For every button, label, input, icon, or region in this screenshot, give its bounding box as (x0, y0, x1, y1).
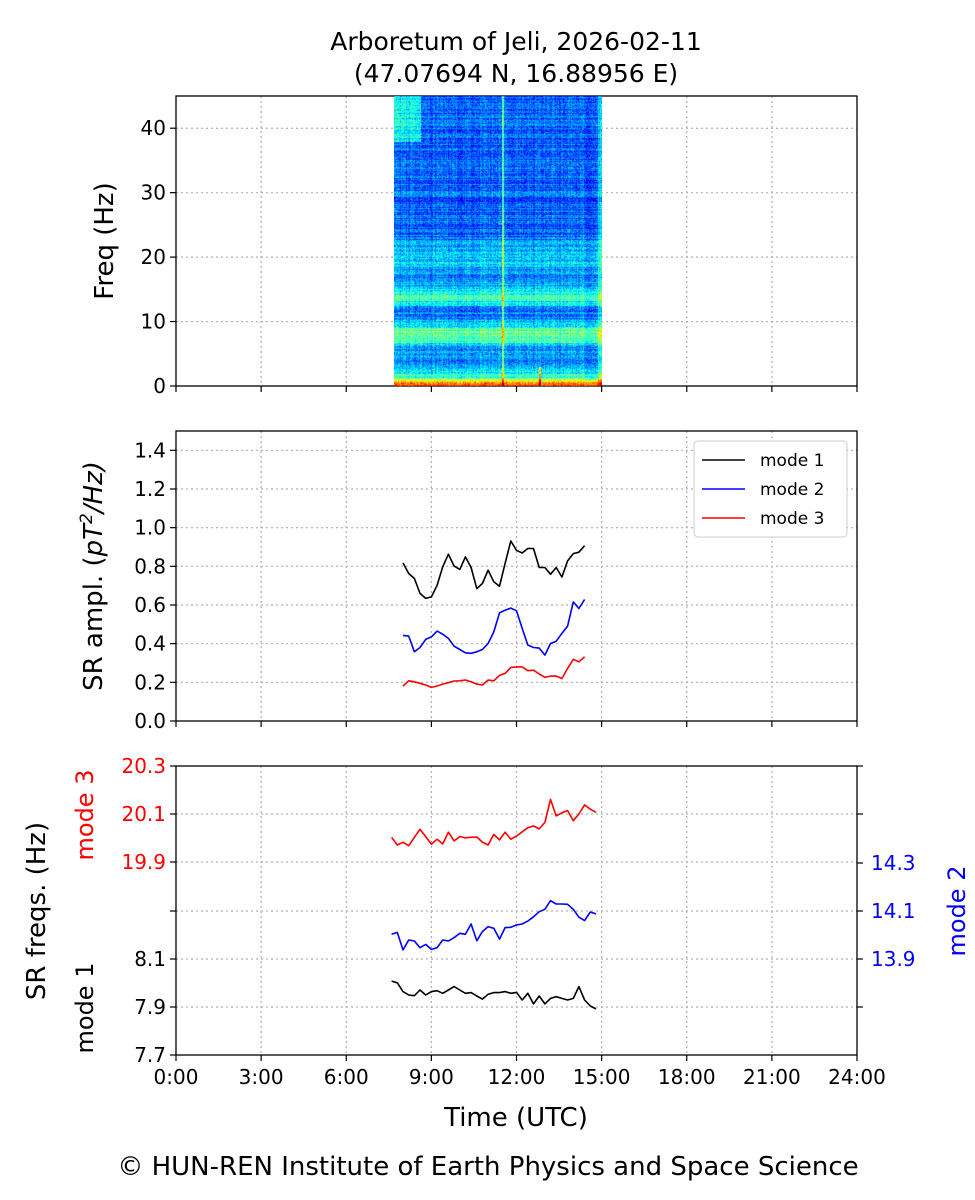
frequency-ylabel: SR freqs. (Hz) (22, 822, 52, 1000)
x-tick-label: 21:00 (743, 1065, 801, 1089)
amplitude-frame (175, 430, 858, 722)
legend-label: mode 1 (760, 451, 824, 471)
frequency-frame (175, 765, 858, 1056)
legend-box (693, 440, 848, 538)
y-tick-label: 8.1 (134, 947, 166, 971)
y-tick-label: 0.0 (134, 709, 166, 733)
x-tick-label: 3:00 (239, 1065, 284, 1089)
legend: mode 1 mode 2 mode 3 (693, 440, 848, 538)
x-axis-label: Time (UTC) (443, 1103, 588, 1133)
mode2-axis-label: mode 2 (943, 866, 971, 957)
spectrogram-image (394, 96, 602, 386)
y-tick-label: 30 (141, 181, 166, 205)
y-tick-label: 0.2 (134, 670, 166, 694)
x-tick-label: 24:00 (828, 1065, 886, 1089)
chart-title: Arboretum of Jeli, 2026-02-11 (330, 27, 701, 56)
x-tick-label: 12:00 (488, 1065, 546, 1089)
amplitude-ylabel: SR ampl. (pT2/Hz) (77, 461, 109, 691)
y-tick-label: 13.9 (871, 947, 916, 971)
y-tick-label: 1.4 (134, 438, 166, 462)
y-tick-label: 7.9 (134, 995, 166, 1019)
y-tick-label: 10 (141, 310, 166, 334)
mode3-axis-label: mode 3 (71, 770, 99, 861)
spectrogram-ylabel: Freq (Hz) (90, 182, 120, 299)
copyright-footer: © HUN-REN Institute of Earth Physics and… (117, 1152, 858, 1182)
legend-label: mode 2 (760, 480, 824, 500)
x-tick-label: 6:00 (324, 1065, 369, 1089)
y-tick-label: 19.9 (121, 850, 166, 874)
frequency-line-mode-3 (390, 798, 597, 847)
y-tick-label: 0.4 (134, 632, 166, 656)
chart-subtitle: (47.07694 N, 16.88956 E) (354, 59, 678, 88)
amplitude-line-mode-1 (402, 540, 586, 600)
y-tick-label: 20 (141, 245, 166, 269)
frequency-line-mode-1 (391, 980, 597, 1010)
amplitude-line-mode-3 (402, 656, 586, 689)
frequency-line-mode-2 (391, 899, 597, 951)
y-tick-label: 1.2 (134, 477, 166, 501)
legend-label: mode 3 (760, 509, 824, 529)
x-tick-label: 9:00 (409, 1065, 454, 1089)
x-tick-label: 15:00 (573, 1065, 631, 1089)
y-tick-label: 14.1 (871, 899, 916, 923)
frequency-panel: 0:00 3:00 6:00 9:00 12:00 15:00 18:00 21:00 24:0… (121, 754, 915, 1089)
y-tick-label: 20.3 (121, 754, 166, 778)
x-tick-label: 0:00 (154, 1065, 199, 1089)
y-tick-label: 40 (141, 116, 166, 140)
y-tick-label: 0.6 (134, 593, 166, 617)
y-tick-label: 14.3 (871, 851, 916, 875)
mode1-axis-label: mode 1 (71, 963, 99, 1054)
y-tick-label: 20.1 (121, 802, 166, 826)
y-tick-label: 0 (153, 374, 166, 398)
y-tick-label: 0.8 (134, 554, 166, 578)
x-tick-label: 18:00 (658, 1065, 716, 1089)
y-tick-label: 1.0 (134, 516, 166, 540)
amplitude-line-mode-2 (402, 598, 586, 656)
y-tick-label: 7.7 (134, 1043, 166, 1067)
